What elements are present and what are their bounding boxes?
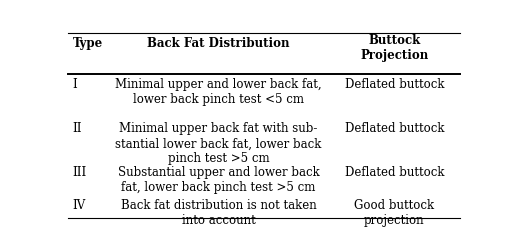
Text: Back Fat Distribution: Back Fat Distribution: [147, 37, 289, 50]
Text: Buttock
Projection: Buttock Projection: [360, 33, 429, 62]
Text: II: II: [72, 122, 82, 135]
Text: Deflated buttock: Deflated buttock: [345, 122, 444, 135]
Text: Good buttock
projection: Good buttock projection: [354, 199, 434, 227]
Text: Deflated buttock: Deflated buttock: [345, 166, 444, 179]
Text: Minimal upper back fat with sub-
stantial lower back fat, lower back
pinch test : Minimal upper back fat with sub- stantia…: [115, 122, 321, 165]
Text: Deflated buttock: Deflated buttock: [345, 78, 444, 92]
Text: Substantial upper and lower back
fat, lower back pinch test >5 cm: Substantial upper and lower back fat, lo…: [118, 166, 319, 194]
Text: Type: Type: [72, 37, 103, 50]
Text: Back fat distribution is not taken
into account: Back fat distribution is not taken into …: [121, 199, 316, 227]
Text: III: III: [72, 166, 87, 179]
Text: IV: IV: [72, 199, 86, 212]
Text: Minimal upper and lower back fat,
lower back pinch test <5 cm: Minimal upper and lower back fat, lower …: [115, 78, 322, 106]
Text: I: I: [72, 78, 77, 92]
